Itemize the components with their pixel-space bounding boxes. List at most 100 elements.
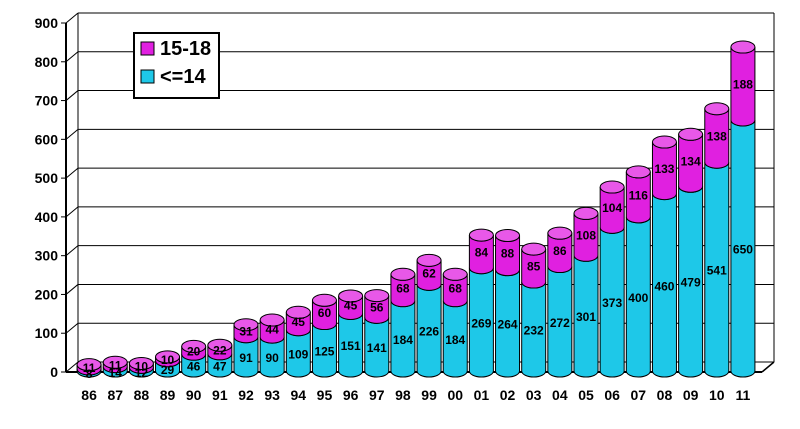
data-label-15-18: 10: [135, 359, 149, 373]
data-label-15-18: 68: [396, 281, 410, 295]
bar-top-cap: [364, 289, 390, 303]
gridline-depth: [65, 322, 79, 334]
data-label-15-18: 104: [602, 201, 622, 215]
gridline-depth: [65, 90, 79, 101]
y-tick-label: 500: [35, 170, 59, 186]
data-label-15-18: 56: [370, 300, 384, 314]
x-tick-label: 91: [212, 387, 228, 403]
x-tick-label: 98: [395, 387, 411, 403]
data-label-15-18: 45: [344, 299, 358, 313]
data-label-15-18: 44: [265, 323, 279, 337]
bar-top-cap: [233, 318, 259, 332]
y-tick-label: 400: [35, 209, 59, 225]
data-label-le14: 184: [445, 333, 465, 347]
x-tick-label: 07: [631, 387, 647, 403]
x-tick-label: 06: [604, 387, 620, 403]
bar-top-cap: [442, 267, 468, 281]
bar-top-cap: [259, 313, 285, 327]
x-tick-label: 95: [317, 387, 333, 403]
data-label-le14: 269: [471, 316, 491, 330]
bar-top-cap: [468, 228, 494, 242]
x-tick-label: 05: [578, 387, 594, 403]
data-label-15-18: 45: [292, 315, 306, 329]
data-label-le14: 90: [265, 351, 279, 365]
gridline-depth: [65, 361, 79, 373]
data-label-15-18: 86: [553, 244, 567, 258]
data-label-le14: 12: [135, 366, 149, 380]
x-tick-label: 01: [474, 387, 490, 403]
bar-top-cap: [338, 289, 364, 303]
x-tick-label: 93: [264, 387, 280, 403]
x-axis-depth: [761, 361, 775, 373]
gridline-depth: [65, 284, 79, 295]
bar-top-cap: [390, 267, 416, 281]
bar-top-cap: [285, 305, 311, 319]
data-label-15-18: 22: [213, 344, 227, 358]
x-tick-label: 11: [736, 387, 751, 403]
data-labels-layer: 8681187141188121089291090462091472292913…: [81, 77, 753, 403]
data-label-le14: 184: [393, 333, 413, 347]
gridline-depth: [65, 206, 79, 218]
x-tick-label: 02: [500, 387, 516, 403]
bar-top-cap: [678, 127, 704, 141]
data-label-le14: 373: [602, 296, 622, 310]
bars-layer: [76, 40, 756, 378]
data-label-15-18: 88: [501, 247, 515, 261]
data-label-15-18: 108: [576, 228, 596, 242]
data-label-le14: 8: [86, 367, 93, 381]
x-tick-label: 96: [343, 387, 359, 403]
data-label-15-18: 85: [527, 260, 541, 274]
bar-top-cap: [521, 242, 547, 256]
bar-top-cap: [416, 253, 442, 267]
data-label-15-18: 134: [681, 154, 701, 168]
data-label-15-18: 11: [109, 358, 122, 372]
data-label-15-18: 60: [318, 306, 332, 320]
data-label-15-18: 62: [422, 266, 436, 280]
data-label-le14: 14: [109, 366, 123, 380]
bar-top-cap: [155, 350, 181, 364]
gridline-depth: [65, 51, 79, 63]
data-label-15-18: 188: [733, 77, 753, 91]
data-label-le14: 264: [498, 317, 518, 331]
data-label-le14: 125: [314, 344, 334, 358]
data-label-le14: 272: [550, 316, 570, 330]
x-tick-label: 94: [291, 387, 307, 403]
bar-top-cap: [102, 355, 128, 369]
y-tick-label: 300: [35, 248, 59, 264]
y-tick-label: 200: [35, 286, 59, 302]
gridline-depth: [65, 128, 79, 140]
y-tick-label: 600: [35, 131, 59, 147]
x-tick-label: 88: [134, 387, 150, 403]
bar-top-cap: [730, 40, 756, 54]
legend-label-15-18: 15-18: [160, 38, 211, 60]
data-label-le14: 47: [213, 359, 227, 373]
x-tick-label: 00: [447, 387, 463, 403]
data-label-15-18: 11: [83, 361, 96, 375]
data-label-15-18: 133: [654, 162, 674, 176]
gridline-depth: [65, 245, 79, 257]
bar-top-cap: [704, 102, 730, 116]
bar-top-cap: [625, 165, 651, 179]
x-tick-label: 04: [552, 387, 568, 403]
data-label-15-18: 84: [475, 245, 489, 259]
data-label-le14: 650: [733, 242, 753, 256]
data-label-le14: 91: [239, 351, 253, 365]
data-label-le14: 301: [576, 310, 596, 324]
x-tick-label: 08: [657, 387, 673, 403]
data-label-le14: 226: [419, 325, 439, 339]
data-label-15-18: 10: [161, 353, 175, 367]
bar-top-cap: [599, 180, 625, 194]
data-label-15-18: 116: [629, 188, 649, 202]
x-tick-label: 99: [421, 387, 437, 403]
y-tick-label: 0: [50, 364, 58, 380]
data-label-le14: 541: [707, 264, 727, 278]
data-label-le14: 29: [161, 363, 175, 377]
data-label-15-18: 68: [449, 281, 463, 295]
data-label-le14: 400: [628, 291, 648, 305]
y-tick-label: 100: [35, 325, 59, 341]
bar-top-cap: [547, 226, 573, 240]
y-tick-label: 700: [35, 93, 59, 109]
data-label-le14: 46: [187, 360, 201, 374]
y-tick-label: 900: [35, 15, 59, 31]
